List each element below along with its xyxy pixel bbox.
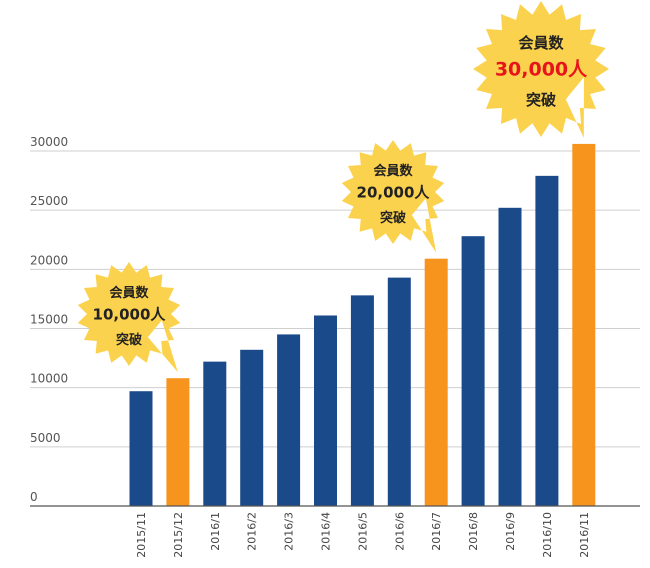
x-tick-label: 2016/10 — [541, 512, 554, 558]
x-tick-label: 2016/6 — [393, 512, 406, 551]
x-tick-label: 2016/4 — [320, 512, 333, 551]
bar-2016-10 — [535, 175, 559, 506]
x-axis-tick-labels: 2015/11 2015/12 2016/1 2016/2 2016/3 2016/4 20… — [135, 512, 591, 558]
x-tick-label: 2016/5 — [356, 512, 369, 551]
bar-2015-11 — [129, 391, 153, 506]
callout-line-1: 会員数 — [373, 163, 413, 179]
y-tick-label: 10000 — [30, 372, 68, 386]
x-tick-label: 2016/7 — [430, 512, 443, 551]
bar-2016-5 — [350, 295, 374, 506]
x-tick-label: 2015/12 — [172, 512, 185, 558]
starburst-shape — [341, 140, 445, 253]
callout-line-3: 突破 — [380, 210, 406, 226]
bar-2016-8 — [461, 236, 485, 506]
x-tick-label: 2016/8 — [467, 512, 480, 551]
x-tick-label: 2016/1 — [209, 512, 222, 551]
y-tick-label: 5000 — [30, 431, 61, 445]
y-tick-label: 25000 — [30, 194, 68, 208]
bar-2016-11 — [572, 143, 596, 506]
bars — [129, 143, 596, 507]
y-tick-label: 15000 — [30, 313, 68, 327]
callout-line-1: 会員数 — [109, 285, 149, 301]
x-tick-label: 2015/11 — [135, 512, 148, 558]
callout-line-3: 突破 — [116, 332, 142, 348]
y-tick-label: 0 — [30, 490, 38, 504]
bar-2016-7 — [424, 258, 448, 506]
bar-2016-3 — [277, 334, 301, 506]
callout-line-1: 会員数 — [518, 34, 564, 52]
y-tick-label: 30000 — [30, 135, 68, 149]
bar-2016-1 — [203, 361, 227, 506]
callout-line-2: 10,000人 — [93, 305, 167, 323]
x-tick-label: 2016/2 — [246, 512, 259, 551]
starburst-shape — [473, 1, 609, 138]
y-tick-label: 20000 — [30, 253, 68, 267]
bar-2016-6 — [387, 277, 411, 506]
callout-line-2: 30,000人 — [495, 59, 588, 81]
x-tick-label: 2016/3 — [283, 512, 296, 551]
bar-2016-2 — [240, 349, 264, 506]
x-tick-label: 2016/9 — [504, 512, 517, 551]
starburst-shape — [77, 262, 181, 373]
x-tick-label: 2016/11 — [578, 512, 591, 558]
bar-2016-4 — [314, 315, 337, 506]
callout-line-2: 20,000人 — [357, 183, 431, 201]
callout-line-3: 突破 — [526, 91, 556, 109]
y-axis-tick-labels: 0 5000 10000 15000 20000 25000 30000 — [30, 135, 68, 504]
bar-2015-12 — [166, 378, 190, 506]
bar-2016-9 — [498, 207, 522, 507]
